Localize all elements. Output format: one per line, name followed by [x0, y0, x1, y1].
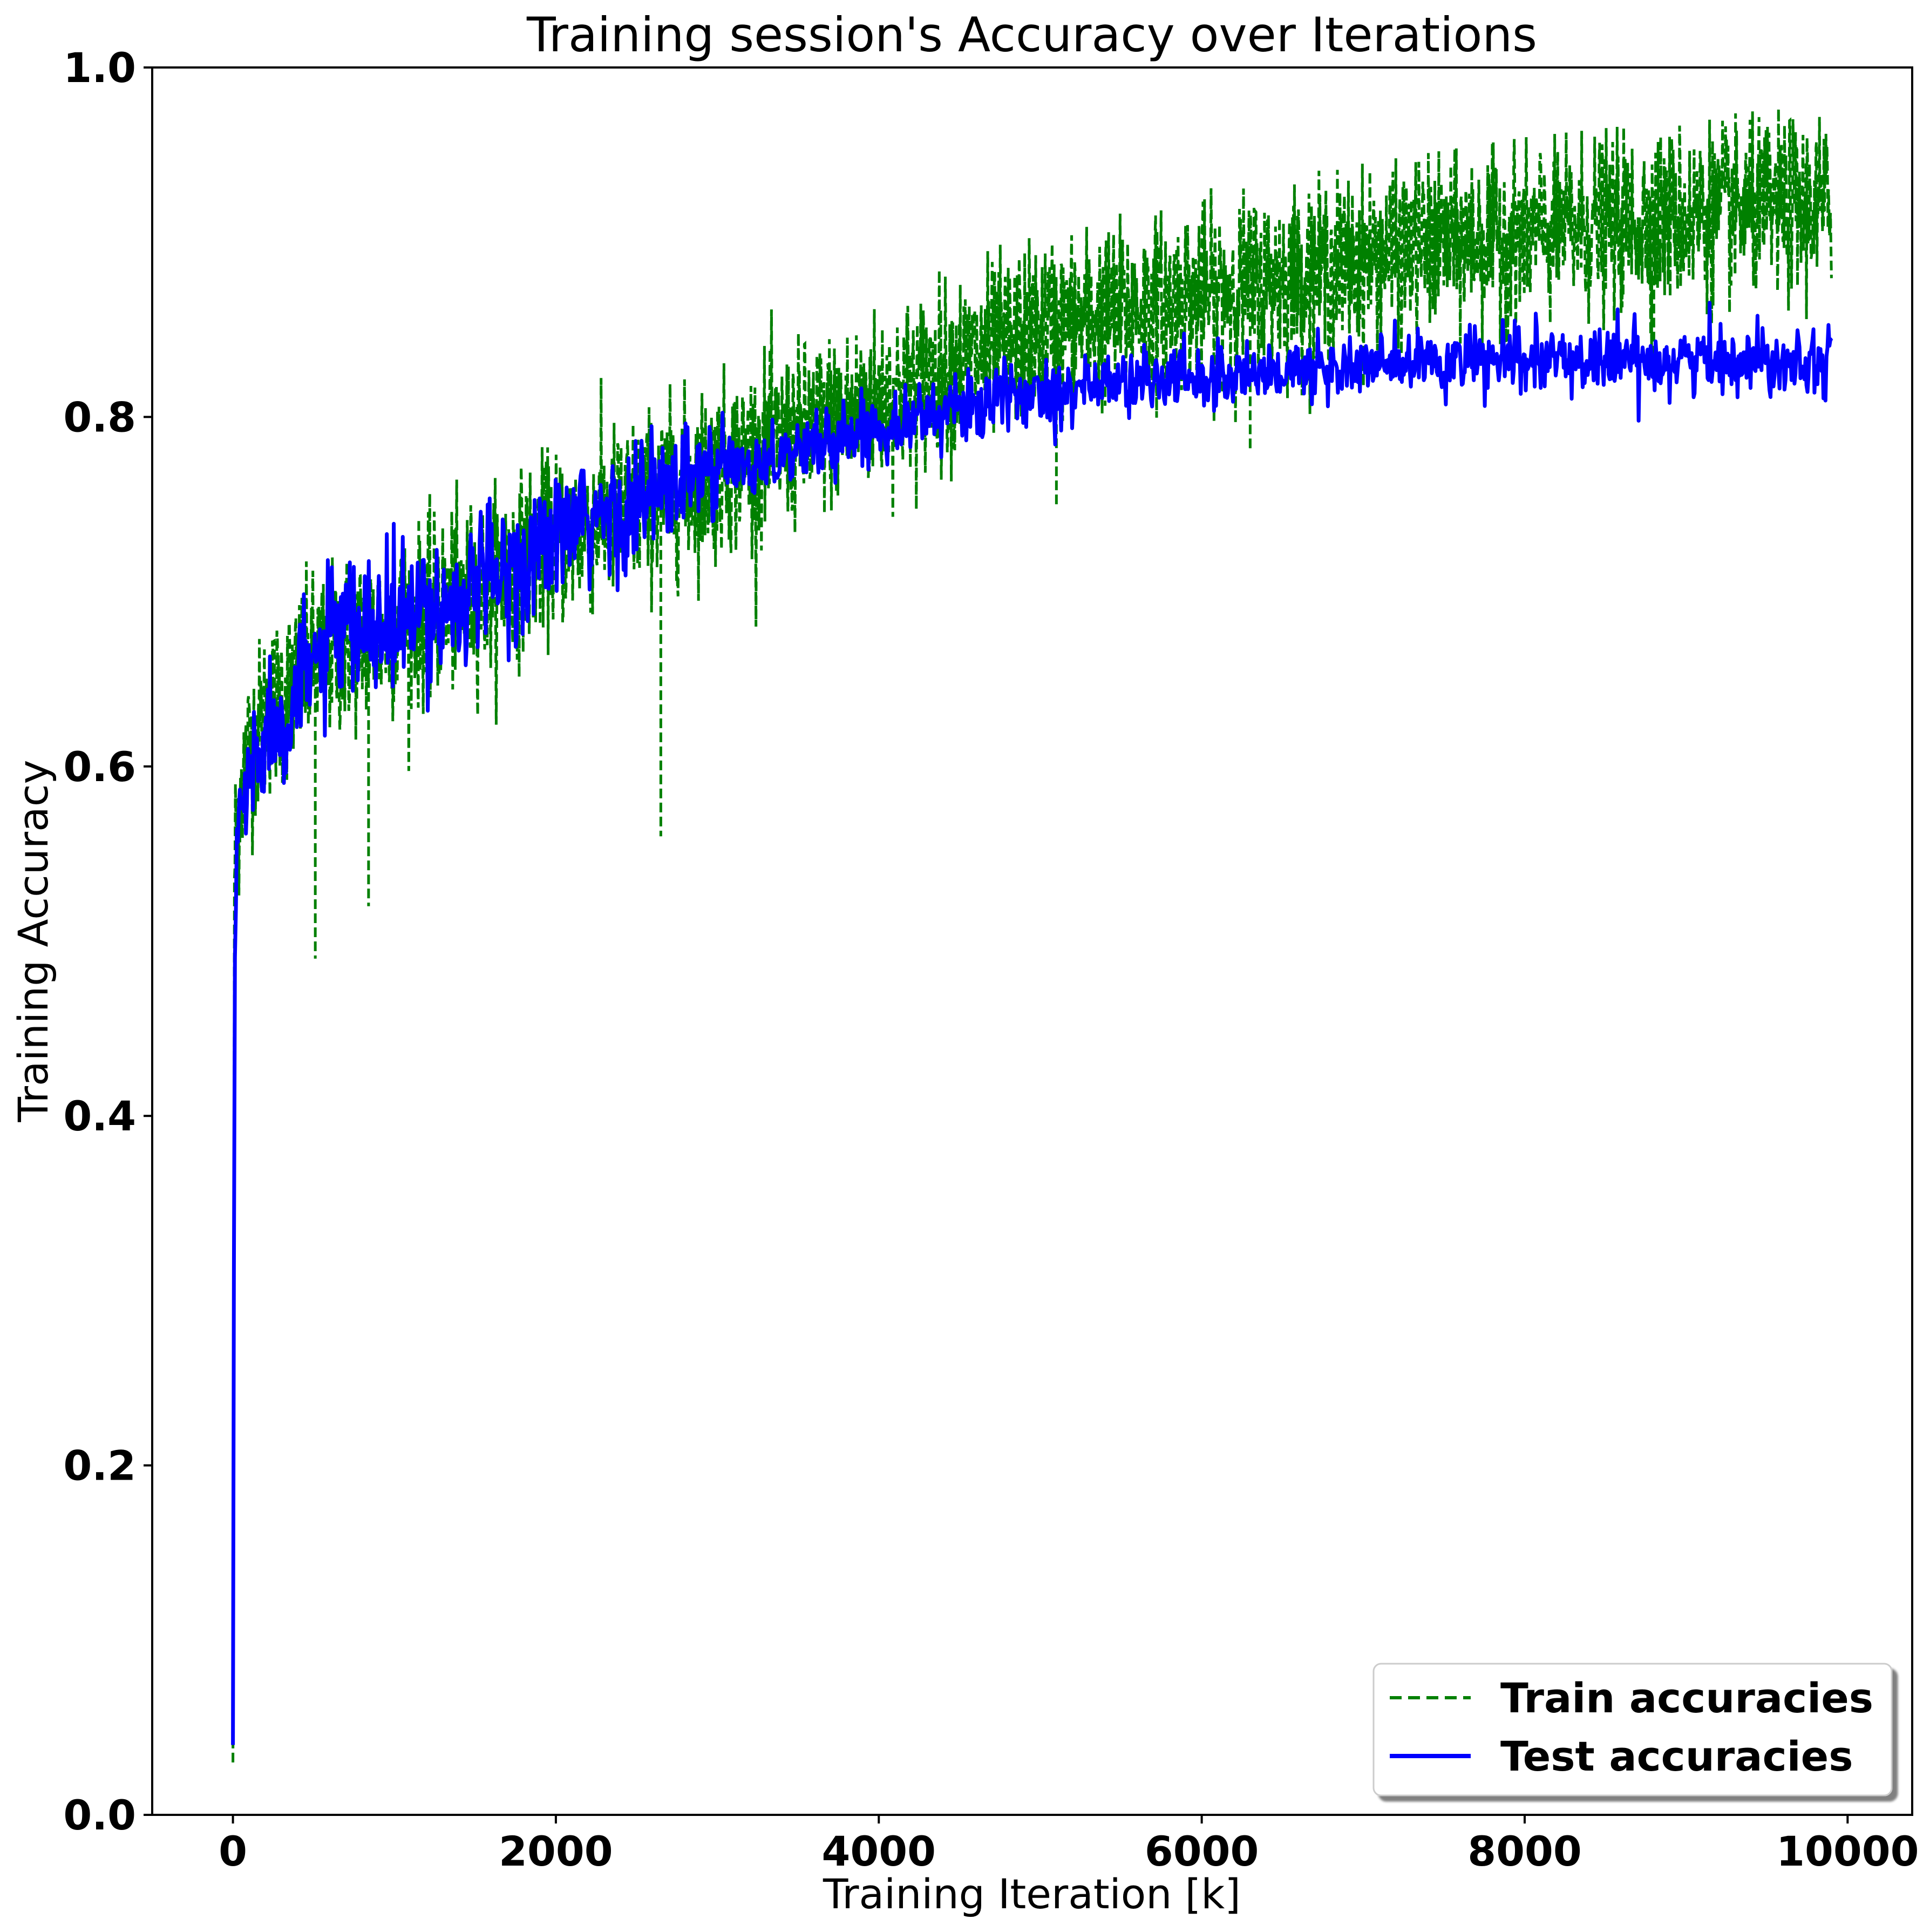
x-tick-label: 2000: [499, 1827, 613, 1875]
legend-train-label: Train accuracies: [1500, 1674, 1873, 1722]
x-axis: 0 2000 4000 6000 8000 10000: [219, 1815, 1919, 1875]
y-tick-label: 0.2: [63, 1442, 136, 1490]
y-tick-label: 0.6: [63, 743, 136, 791]
series-line-test: [231, 301, 1833, 1745]
x-tick-label: 8000: [1467, 1827, 1582, 1875]
y-tick-label: 1.0: [63, 44, 136, 92]
legend-box: [1372, 1663, 1893, 1797]
legend: Train accuracies Test accuracies: [1372, 1663, 1893, 1797]
x-axis-label: Training Iteration [k]: [823, 1870, 1241, 1918]
series-layer: [231, 108, 1833, 1762]
series-line-train: [232, 108, 1833, 1762]
x-tick-label: 0: [219, 1827, 247, 1875]
x-tick-label: 4000: [822, 1827, 936, 1875]
y-tick-label: 0.4: [63, 1092, 136, 1140]
y-axis: 0.0 0.2 0.4 0.6 0.8 1.0: [63, 44, 152, 1839]
y-axis-label: Training Accuracy: [9, 760, 57, 1122]
x-tick-label: 6000: [1145, 1827, 1259, 1875]
x-tick-label: 10000: [1776, 1827, 1919, 1875]
legend-test-label: Test accuracies: [1500, 1732, 1853, 1780]
plot-area-frame: [151, 66, 1913, 1816]
y-tick-label: 0.8: [63, 393, 136, 441]
y-tick-label: 0.0: [63, 1791, 136, 1839]
chart-title: Training session's Accuracy over Iterati…: [526, 7, 1537, 63]
